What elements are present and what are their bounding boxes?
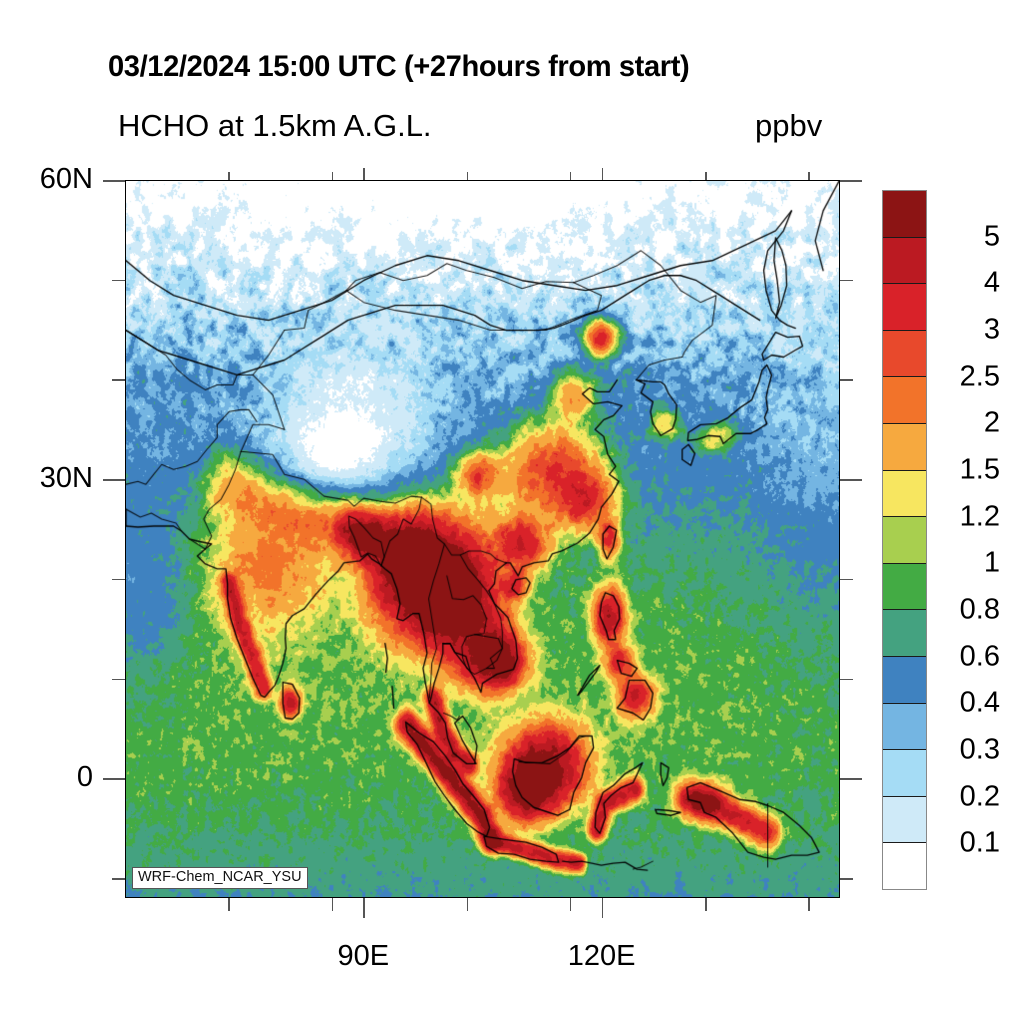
colorbar-band-4 xyxy=(883,377,926,424)
colorbar xyxy=(882,190,927,890)
colorbar-tick-0.1: 0.1 xyxy=(959,826,1000,859)
x-major-tick-120 xyxy=(601,898,604,918)
colorbar-tick-1: 1 xyxy=(983,546,1000,579)
x-minor-tick-top-146 xyxy=(808,172,810,180)
colorbar-band-9 xyxy=(883,610,926,657)
colorbar-band-10 xyxy=(883,656,926,704)
x-minor-tick-top-86 xyxy=(331,172,334,180)
page-title: 03/12/2024 15:00 UTC (+27hours from star… xyxy=(108,50,690,83)
y-minor-tick-10 xyxy=(112,678,125,681)
colorbar-band-3 xyxy=(883,330,926,378)
y-axis-label-30N: 30N xyxy=(39,462,93,495)
x-minor-tick-133 xyxy=(704,898,707,911)
colorbar-band-6 xyxy=(883,470,926,518)
y-minor-tick-right-40 xyxy=(840,379,853,382)
colorbar-tick-2: 2 xyxy=(983,406,1000,439)
colorbar-band-0 xyxy=(883,191,926,238)
x-minor-tick-86 xyxy=(331,898,334,911)
colorbar-tick-1.5: 1.5 xyxy=(959,453,1000,486)
y-major-tick-right-30 xyxy=(840,479,862,481)
colorbar-band-5 xyxy=(883,423,926,471)
model-watermark: WRF-Chem_NCAR_YSU xyxy=(132,867,308,889)
y-major-tick-right-60 xyxy=(840,180,862,182)
x-minor-tick-103 xyxy=(466,898,469,911)
x-minor-tick-top-116 xyxy=(569,172,572,180)
y-minor-tick-40 xyxy=(112,379,125,382)
y-minor-tick-20 xyxy=(112,578,125,581)
y-major-tick-0 xyxy=(103,778,125,780)
y-minor-tick-right-10 xyxy=(840,678,853,681)
colorbar-tick-3: 3 xyxy=(983,313,1000,346)
y-minor-tick-right-20 xyxy=(840,578,853,581)
colorbar-tick-5: 5 xyxy=(983,220,1000,253)
colorbar-band-1 xyxy=(883,237,926,285)
plot-subtitle: HCHO at 1.5km A.G.L. xyxy=(118,108,432,143)
colorbar-tick-0.8: 0.8 xyxy=(959,593,1000,626)
x-minor-tick-top-133 xyxy=(704,172,707,180)
colorbar-tick-0.3: 0.3 xyxy=(959,733,1000,766)
colorbar-tick-0.4: 0.4 xyxy=(959,686,1000,719)
x-axis-label-90E: 90E xyxy=(337,940,390,972)
y-major-tick-right-0 xyxy=(840,778,862,780)
y-major-tick-60 xyxy=(103,180,125,182)
x-major-tick-top-90 xyxy=(363,168,365,180)
x-minor-tick-73 xyxy=(228,898,230,911)
x-major-tick-90 xyxy=(363,898,365,918)
colorbar-band-12 xyxy=(883,750,926,797)
units-label: ppbv xyxy=(755,108,823,143)
y-major-tick-30 xyxy=(103,479,125,481)
colorbar-band-13 xyxy=(883,796,926,844)
x-minor-tick-146 xyxy=(808,898,810,911)
colorbar-band-8 xyxy=(883,563,926,611)
colorbar-tick-0.2: 0.2 xyxy=(959,780,1000,813)
coastline-border-overlay xyxy=(126,181,839,897)
x-minor-tick-116 xyxy=(569,898,572,911)
x-minor-tick-top-103 xyxy=(466,172,469,180)
colorbar-band-14 xyxy=(883,843,926,889)
colorbar-band-2 xyxy=(883,284,926,331)
colorbar-band-7 xyxy=(883,517,926,564)
y-minor-tick-50 xyxy=(112,279,125,282)
colorbar-tick-0.6: 0.6 xyxy=(959,640,1000,673)
y-minor-tick-right--10 xyxy=(840,878,853,880)
y-minor-tick--10 xyxy=(112,878,125,880)
y-minor-tick-right-50 xyxy=(840,279,853,282)
colorbar-band-11 xyxy=(883,703,926,751)
y-axis-label-60N: 60N xyxy=(39,163,93,195)
colorbar-tick-2.5: 2.5 xyxy=(959,360,1000,393)
colorbar-tick-4: 4 xyxy=(983,266,1000,299)
map-plot-area: WRF-Chem_NCAR_YSU xyxy=(125,180,840,898)
x-minor-tick-top-73 xyxy=(228,172,230,180)
y-axis-label-0: 0 xyxy=(76,761,93,794)
x-major-tick-top-120 xyxy=(601,168,604,180)
x-axis-label-120E: 120E xyxy=(567,940,636,972)
colorbar-tick-1.2: 1.2 xyxy=(959,500,1000,533)
